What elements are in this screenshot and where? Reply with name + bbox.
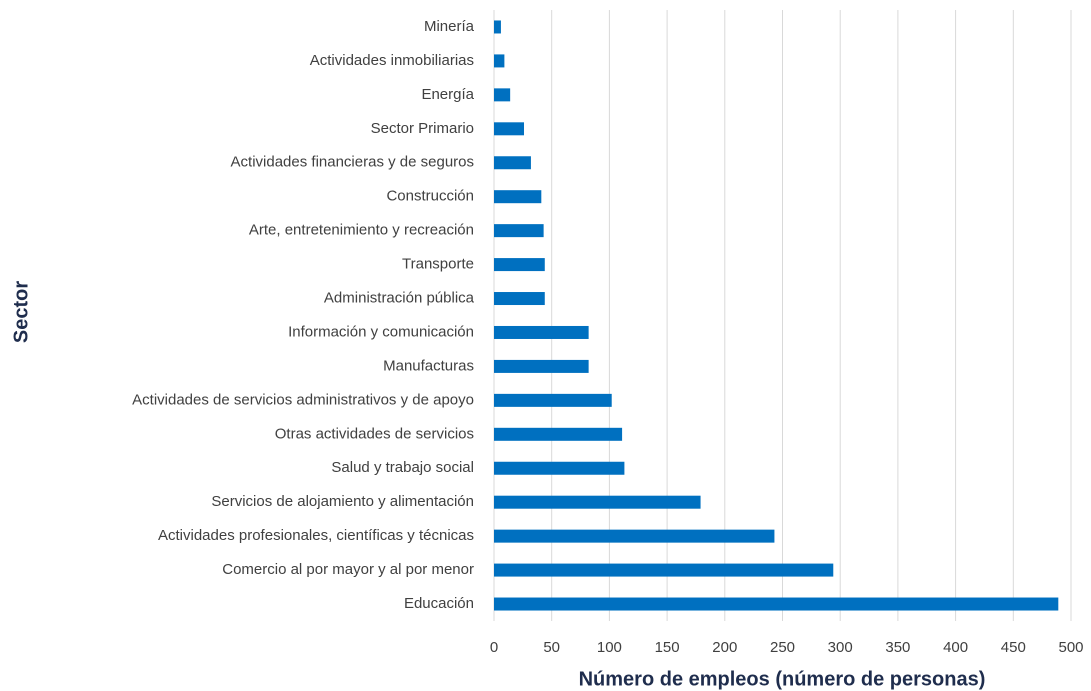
x-tick-label: 100 xyxy=(597,639,622,656)
y-tick-label: Información y comunicación xyxy=(288,323,474,340)
bar xyxy=(494,122,525,136)
y-axis-title: Sector xyxy=(10,281,32,343)
x-axis-title: Número de empleos (número de personas) xyxy=(579,668,986,690)
x-tick-label: 200 xyxy=(712,639,737,656)
x-tick-label: 400 xyxy=(943,639,968,656)
bar xyxy=(494,258,545,272)
bar xyxy=(494,88,511,102)
y-tick-label: Sector Primario xyxy=(371,120,474,137)
y-tick-label: Servicios de alojamiento y alimentación xyxy=(211,493,474,510)
y-tick-label: Salud y trabajo social xyxy=(331,459,474,476)
y-tick-label: Actividades inmobiliarias xyxy=(310,52,474,69)
bar xyxy=(494,597,1059,611)
x-tick-label: 300 xyxy=(828,639,853,656)
bar xyxy=(494,461,625,475)
x-tick-label: 350 xyxy=(885,639,910,656)
y-tick-label: Manufacturas xyxy=(383,357,474,374)
y-tick-label: Transporte xyxy=(402,256,474,273)
y-tick-label: Energía xyxy=(421,86,474,103)
x-tick-label: 450 xyxy=(1001,639,1026,656)
y-tick-label: Arte, entretenimiento y recreación xyxy=(249,222,474,239)
bar xyxy=(494,495,701,509)
y-tick-label: Actividades financieras y de seguros xyxy=(231,154,474,171)
y-tick-label: Construcción xyxy=(386,188,474,205)
x-tick-label: 500 xyxy=(1058,639,1083,656)
x-tick-label: 50 xyxy=(543,639,560,656)
bar xyxy=(494,393,612,407)
bar xyxy=(494,156,531,170)
bar xyxy=(494,325,589,339)
bar xyxy=(494,20,501,34)
bar xyxy=(494,54,505,68)
bar xyxy=(494,563,834,577)
y-tick-label: Otras actividades de servicios xyxy=(275,425,474,442)
bar xyxy=(494,292,545,306)
x-tick-label: 250 xyxy=(770,639,795,656)
y-tick-label: Comercio al por mayor y al por menor xyxy=(222,561,474,578)
bar xyxy=(494,359,589,373)
x-tick-label: 0 xyxy=(490,639,498,656)
x-tick-label: 150 xyxy=(655,639,680,656)
bar xyxy=(494,190,542,204)
bar xyxy=(494,224,544,238)
bar xyxy=(494,427,623,441)
y-tick-label: Administración pública xyxy=(324,289,475,306)
y-tick-label: Educación xyxy=(404,595,474,612)
y-tick-label: Actividades profesionales, científicas y… xyxy=(158,527,474,544)
y-tick-label: Minería xyxy=(424,18,475,35)
y-tick-label: Actividades de servicios administrativos… xyxy=(132,391,474,408)
bar xyxy=(494,529,775,543)
